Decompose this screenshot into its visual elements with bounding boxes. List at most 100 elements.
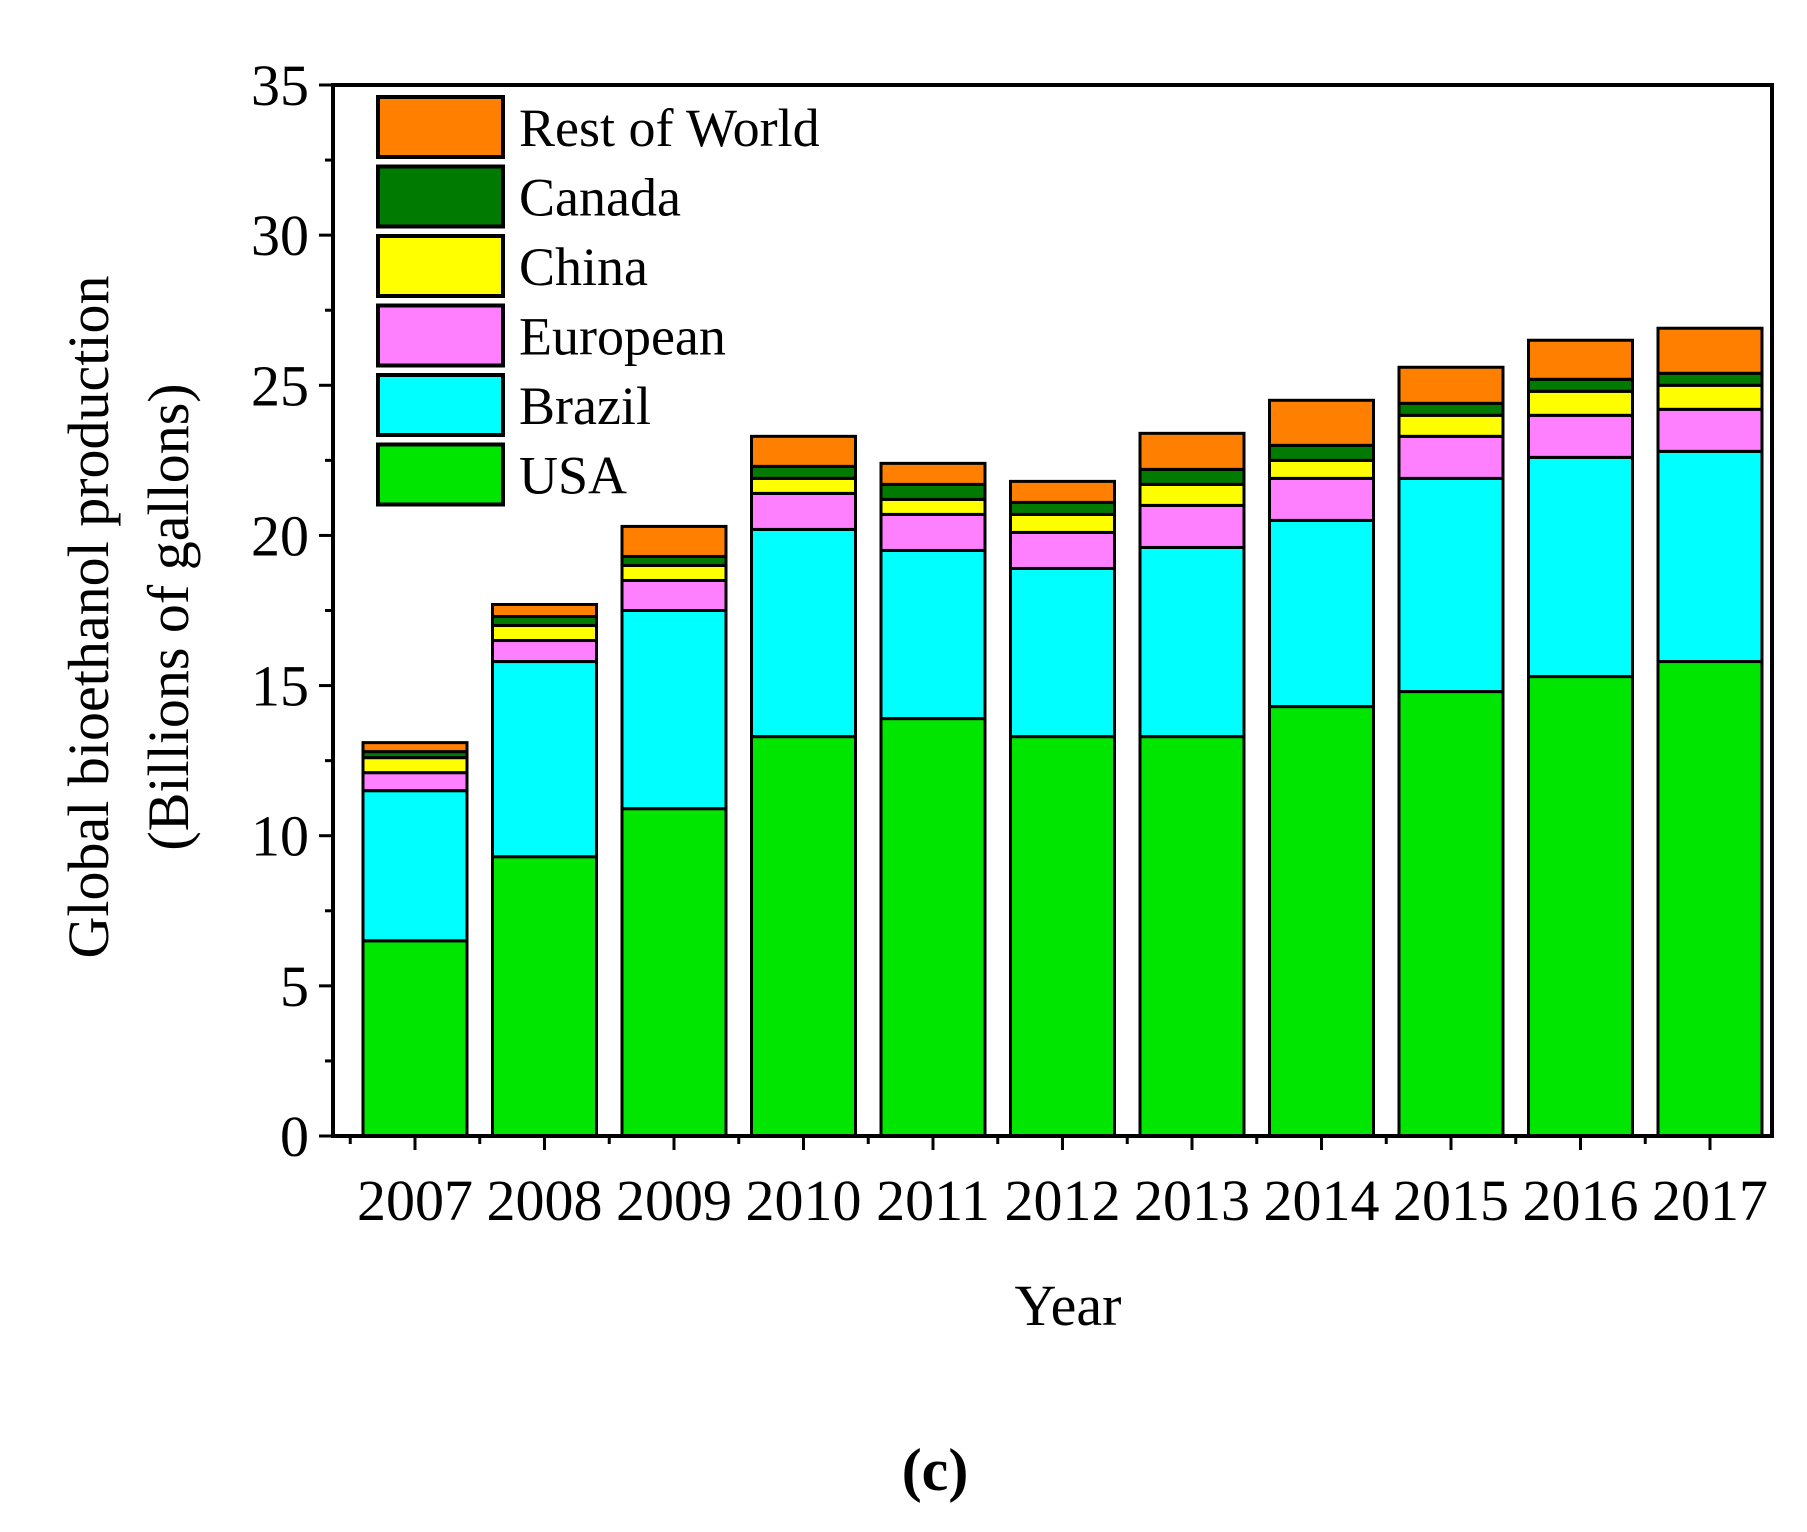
bar-2013-usa [1138,735,1246,1138]
bar-2014-brazil [1268,518,1375,709]
bar-2011-canada [879,482,987,501]
bar-2009-usa [620,807,728,1138]
legend-label-european: European [519,307,726,367]
bar-2017-brazil [1656,449,1764,664]
bar-2014-canada [1268,443,1375,462]
bar-2012-brazil [1009,566,1116,739]
bar-2012-rest-of-world [1009,479,1116,504]
bar-stack-2009 [620,524,728,1138]
x-tick-label-2012: 2012 [1005,1168,1121,1233]
y-tick-label-20: 20 [251,503,309,568]
bar-2007-brazil [361,789,469,943]
bar-2010-canada [750,464,857,480]
x-tick-label-2010: 2010 [746,1168,862,1233]
bar-2015-rest-of-world [1397,365,1505,405]
bar-2017-china [1656,383,1764,411]
y-tick-label-15: 15 [251,654,309,719]
bar-2013-rest-of-world [1138,431,1246,471]
bar-2012-china [1009,512,1116,534]
bar-2009-china [620,563,728,582]
legend-swatch-canada [376,164,505,229]
bar-stack-2016 [1527,338,1634,1138]
legend-label-rest-of-world: Rest of World [519,98,820,158]
bar-2014-china [1268,458,1375,480]
bar-stack-2010 [750,434,857,1138]
bar-2015-european [1397,434,1505,480]
bar-2015-brazil [1397,476,1505,694]
bar-2011-china [879,497,987,516]
bar-2017-usa [1656,660,1764,1138]
x-axis-title: Year [1015,1273,1122,1338]
bar-stack-2014 [1268,398,1375,1138]
x-tick-label-2007: 2007 [357,1168,473,1233]
bar-2014-rest-of-world [1268,398,1375,447]
bar-2010-china [750,476,857,495]
legend-swatch-china [376,234,505,298]
bar-2008-brazil [491,660,598,859]
bar-2012-usa [1009,735,1116,1138]
bar-stack-2015 [1397,365,1505,1138]
bar-2017-rest-of-world [1656,326,1764,375]
bar-2007-china [361,756,469,775]
bar-2014-european [1268,476,1375,522]
bar-2012-european [1009,530,1116,570]
bar-2010-brazil [750,527,857,739]
legend-label-china: China [519,237,648,297]
bar-2010-usa [750,735,857,1138]
y-tick-label-25: 25 [251,353,309,418]
y-axis-title: Global bioethanol production (Billions o… [56,276,201,959]
bar-2007-european [361,771,469,793]
bar-2014-usa [1268,705,1375,1138]
bar-2013-china [1138,482,1246,507]
x-axis: 2007 2008 2009 2010 2011 2012 2013 2014 2015 2016… [348,1136,1768,1233]
bar-2016-brazil [1527,455,1634,679]
bar-2016-european [1527,413,1634,459]
bar-2013-european [1138,503,1246,549]
y-tick-label-35: 35 [251,53,309,118]
bar-2010-european [750,491,857,531]
legend-label-brazil: Brazil [519,376,651,436]
bar-2015-canada [1397,401,1505,417]
y-tick-label-0: 0 [280,1104,309,1169]
x-tick-label-2016: 2016 [1523,1168,1639,1233]
bar-2015-usa [1397,690,1505,1138]
legend: Rest of World Canada China European Brazil US… [376,95,820,507]
bar-2016-usa [1527,675,1634,1138]
bar-2017-european [1656,407,1764,453]
x-tick-label-2011: 2011 [876,1168,990,1233]
x-tick-label-2008: 2008 [487,1168,603,1233]
bar-2017-canada [1656,371,1764,387]
legend-swatch-brazil [376,373,505,437]
bar-2008-european [491,639,598,664]
legend-swatch-usa [376,442,505,507]
bar-2007-usa [361,939,469,1138]
bar-2016-canada [1527,377,1634,393]
x-tick-label-2009: 2009 [616,1168,732,1233]
bar-2007-rest-of-world [361,741,469,754]
bar-2011-european [879,512,987,552]
bar-stack-2012 [1009,479,1116,1138]
legend-label-canada: Canada [519,168,681,228]
bars-layer [361,326,1764,1138]
bar-2016-rest-of-world [1527,338,1634,381]
bar-2008-usa [491,855,598,1138]
bar-2009-brazil [620,609,728,811]
y-axis-title-line-1: Global bioethanol production [56,276,121,959]
y-tick-label-5: 5 [280,954,309,1019]
bar-2013-brazil [1138,545,1246,739]
panel-label: (c) [902,1437,969,1503]
x-tick-label-2017: 2017 [1652,1168,1768,1233]
bar-2016-china [1527,389,1634,417]
bar-stack-2013 [1138,431,1246,1138]
bar-2010-rest-of-world [750,434,857,468]
bar-stack-2008 [491,602,598,1138]
bar-2011-rest-of-world [879,461,987,486]
legend-swatch-rest-of-world [376,95,505,159]
bar-2009-rest-of-world [620,524,728,558]
x-tick-label-2014: 2014 [1264,1168,1380,1233]
bar-stack-2007 [361,741,469,1138]
bar-2011-brazil [879,548,987,721]
bar-stack-2011 [879,461,987,1138]
bar-2015-china [1397,413,1505,438]
